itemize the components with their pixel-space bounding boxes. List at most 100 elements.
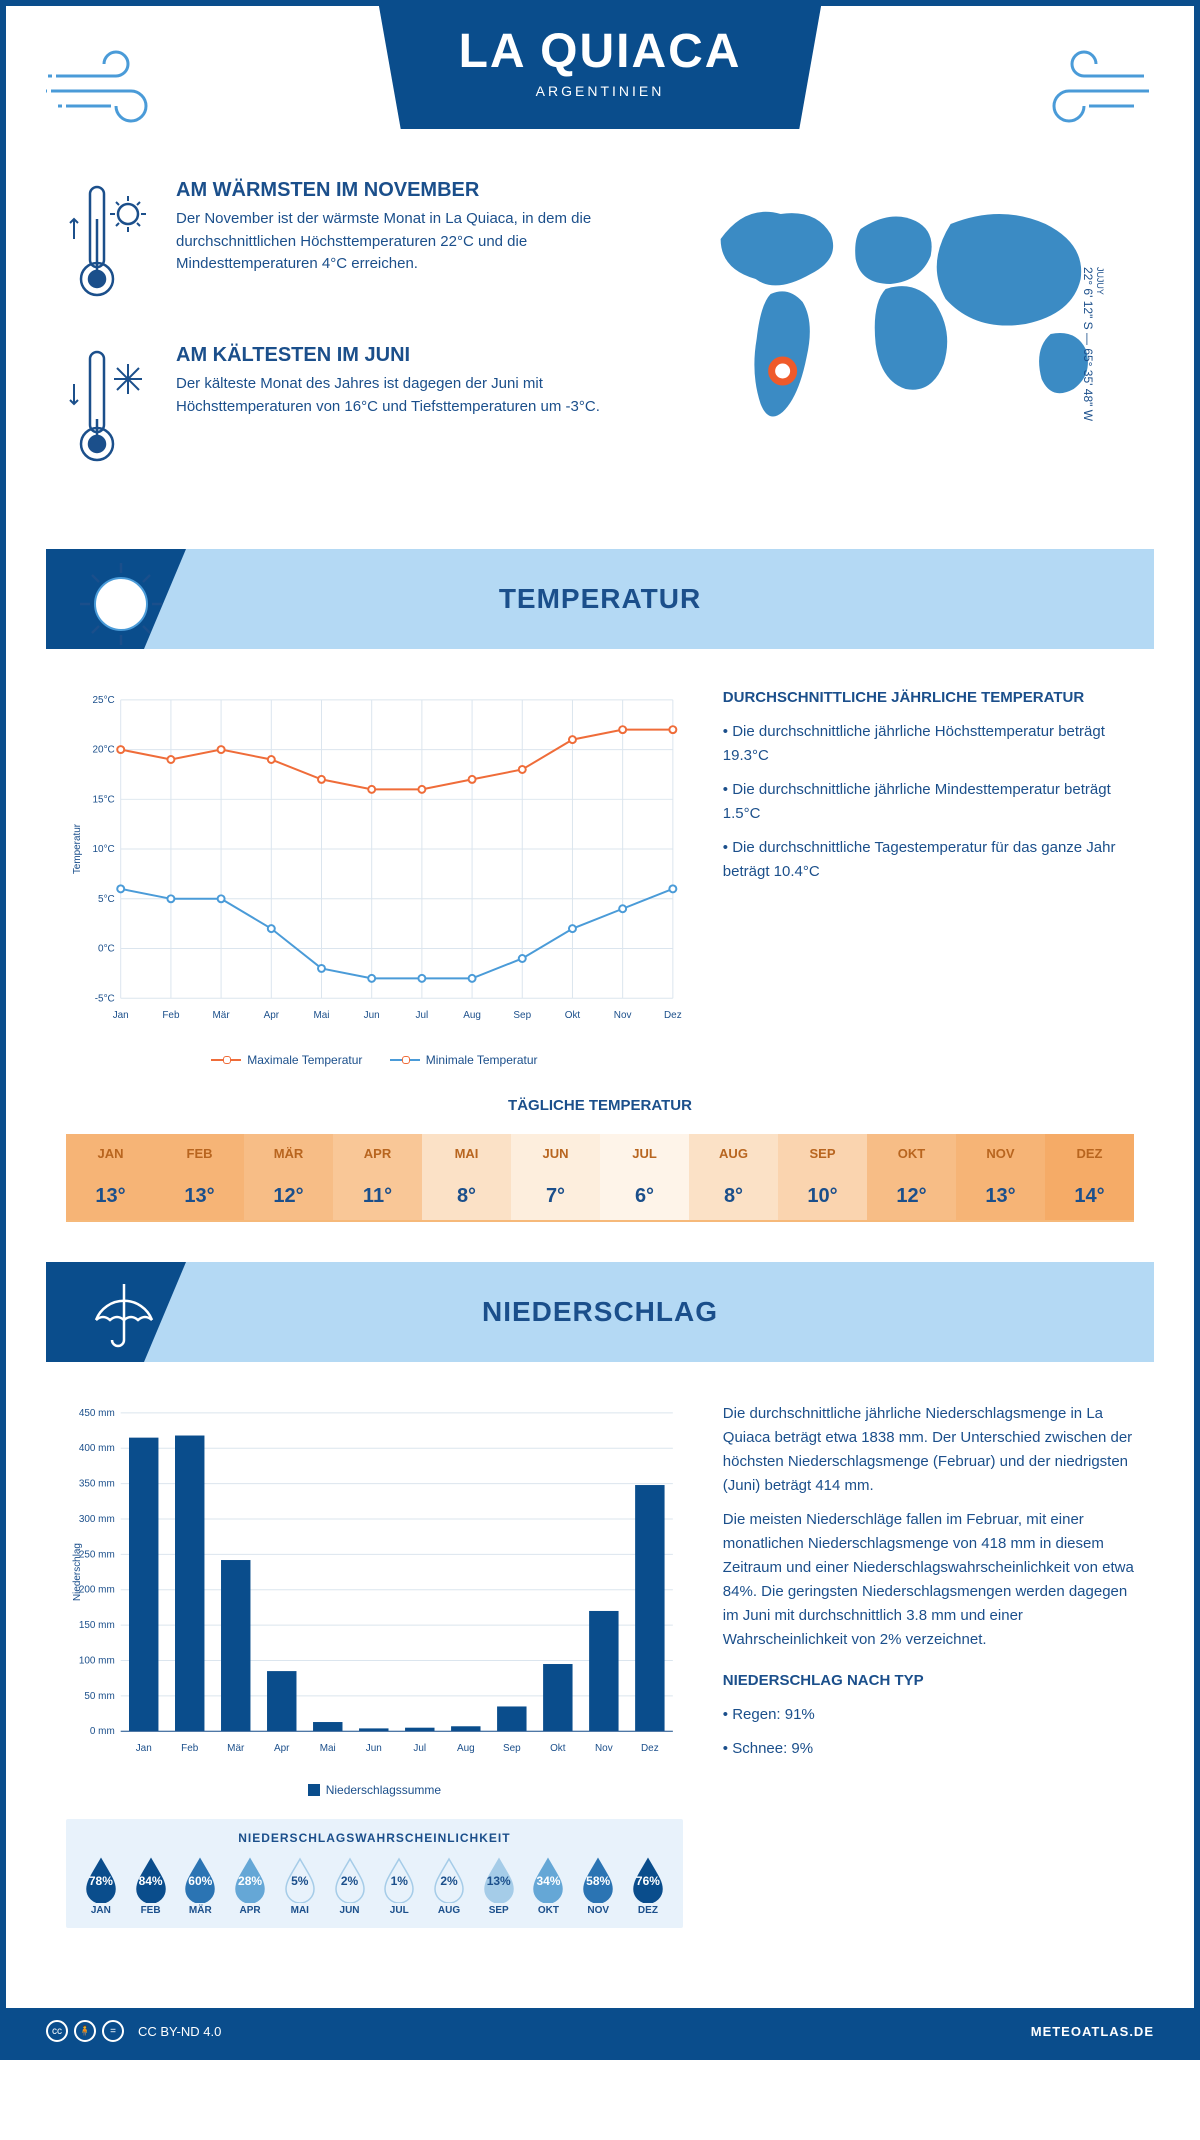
svg-text:Jun: Jun [364,1010,380,1021]
daily-month: DEZ [1045,1134,1134,1173]
raindrop-icon: 76% [628,1855,668,1903]
raindrop-icon: 78% [81,1855,121,1903]
raindrop-icon: 1% [379,1855,419,1903]
country-subtitle: ARGENTINIEN [459,83,742,99]
thermometer-hot-icon [66,179,156,314]
warmest-block: AM WÄRMSTEN IM NOVEMBER Der November ist… [66,179,627,314]
header: LA QUIACA ARGENTINIEN [6,6,1194,159]
daily-month: NOV [956,1134,1045,1173]
svg-text:Sep: Sep [503,1743,521,1754]
svg-text:0°C: 0°C [98,944,115,955]
svg-text:Mär: Mär [213,1010,231,1021]
temperature-section-header: TEMPERATUR [46,549,1154,649]
precipitation-info: Die durchschnittliche jährliche Niedersc… [723,1402,1134,1948]
city-title: LA QUIACA [459,24,742,79]
svg-text:25°C: 25°C [93,695,115,706]
precipitation-title: NIEDERSCHLAG [482,1296,718,1328]
coldest-block: AM KÄLTESTEN IM JUNI Der kälteste Monat … [66,344,627,479]
footer: cc 🧍 = CC BY-ND 4.0 METEOATLAS.DE [6,2008,1194,2054]
daily-month: JUN [511,1134,600,1173]
temp-info-2: • Die durchschnittliche jährliche Mindes… [723,778,1134,826]
daily-value: 11° [333,1173,422,1222]
daily-month: JAN [66,1134,155,1173]
svg-text:Feb: Feb [181,1743,199,1754]
svg-text:0 mm: 0 mm [90,1726,115,1737]
svg-text:5°C: 5°C [98,894,115,905]
precip-prob-cell: 76% DEZ [625,1855,671,1916]
daily-month: SEP [778,1134,867,1173]
daily-value: 13° [155,1173,244,1222]
precip-prob-cell: 2% JUN [327,1855,373,1916]
license-block: cc 🧍 = CC BY-ND 4.0 [46,2020,221,2042]
raindrop-icon: 34% [528,1855,568,1903]
daily-temp-title: TÄGLICHE TEMPERATUR [66,1097,1134,1114]
precip-text-1: Die durchschnittliche jährliche Niedersc… [723,1402,1134,1498]
daily-value: 13° [956,1173,1045,1222]
svg-text:-5°C: -5°C [95,993,115,1004]
svg-text:Jun: Jun [366,1743,382,1754]
precip-chart-legend: Niederschlagssumme [66,1783,683,1799]
world-map-icon [667,179,1134,439]
svg-text:Dez: Dez [664,1010,682,1021]
raindrop-icon: 28% [230,1855,270,1903]
precipitation-chart-row: 0 mm50 mm100 mm150 mm200 mm250 mm300 mm3… [6,1402,1194,1978]
daily-temperature-table: TÄGLICHE TEMPERATUR JANFEBMÄRAPRMAIJUNJU… [6,1097,1194,1262]
daily-value: 12° [867,1173,956,1222]
temp-info-1: • Die durchschnittliche jährliche Höchst… [723,720,1134,768]
svg-text:Aug: Aug [463,1010,481,1021]
svg-text:Mär: Mär [227,1743,245,1754]
precip-prob-cell: 84% FEB [128,1855,174,1916]
precip-prob-cell: 1% JUL [376,1855,422,1916]
umbrella-icon [76,1272,166,1367]
precipitation-probability: NIEDERSCHLAGSWAHRSCHEINLICHKEIT 78% JAN … [66,1819,683,1928]
precip-prob-cell: 28% APR [227,1855,273,1916]
license-text: CC BY-ND 4.0 [138,2024,221,2039]
precip-prob-cell: 5% MAI [277,1855,323,1916]
site-name: METEOATLAS.DE [1031,2024,1154,2039]
svg-text:Apr: Apr [264,1010,280,1021]
precip-prob-cell: 13% SEP [476,1855,522,1916]
raindrop-icon: 2% [429,1855,469,1903]
wind-icon-left [46,36,186,141]
daily-value: 14° [1045,1173,1134,1222]
daily-month: APR [333,1134,422,1173]
warmest-text: Der November ist der wärmste Monat in La… [176,208,627,276]
daily-month: FEB [155,1134,244,1173]
daily-month: MAI [422,1134,511,1173]
coldest-heading: AM KÄLTESTEN IM JUNI [176,344,627,367]
world-map-col: JUJUY 22° 6' 12" S — 65° 35' 48" W [667,179,1134,509]
daily-value: 6° [600,1173,689,1222]
daily-value: 10° [778,1173,867,1222]
svg-text:150 mm: 150 mm [79,1620,115,1631]
summary-text-col: AM WÄRMSTEN IM NOVEMBER Der November ist… [66,179,627,509]
temperature-info: DURCHSCHNITTLICHE JÄHRLICHE TEMPERATUR •… [723,689,1134,1067]
svg-text:Okt: Okt [550,1743,566,1754]
daily-value: 7° [511,1173,600,1222]
raindrop-icon: 60% [180,1855,220,1903]
svg-text:Okt: Okt [565,1010,581,1021]
thermometer-cold-icon [66,344,156,479]
warmest-heading: AM WÄRMSTEN IM NOVEMBER [176,179,627,202]
svg-text:50 mm: 50 mm [84,1691,114,1702]
temp-info-3: • Die durchschnittliche Tagestemperatur … [723,836,1134,884]
svg-text:300 mm: 300 mm [79,1514,115,1525]
precip-type-2: • Schnee: 9% [723,1737,1134,1761]
precip-text-2: Die meisten Niederschläge fallen im Febr… [723,1508,1134,1652]
svg-text:450 mm: 450 mm [79,1408,115,1419]
daily-month: MÄR [244,1134,333,1173]
svg-text:Mai: Mai [313,1010,329,1021]
sun-icon [76,559,166,654]
precip-prob-cell: 58% NOV [575,1855,621,1916]
svg-text:250 mm: 250 mm [79,1549,115,1560]
title-banner: LA QUIACA ARGENTINIEN [379,4,822,129]
raindrop-icon: 2% [330,1855,370,1903]
temperature-line-chart: -5°C0°C5°C10°C15°C20°C25°CJanFebMärAprMa… [66,689,683,1067]
precip-prob-cell: 34% OKT [526,1855,572,1916]
daily-month: OKT [867,1134,956,1173]
svg-text:Apr: Apr [274,1743,290,1754]
coldest-text: Der kälteste Monat des Jahres ist dagege… [176,373,627,418]
temp-chart-legend: .leg-line:nth-child(1)::after{border-col… [66,1050,683,1067]
svg-text:Dez: Dez [641,1743,659,1754]
svg-text:Jan: Jan [113,1010,129,1021]
svg-text:15°C: 15°C [93,794,115,805]
